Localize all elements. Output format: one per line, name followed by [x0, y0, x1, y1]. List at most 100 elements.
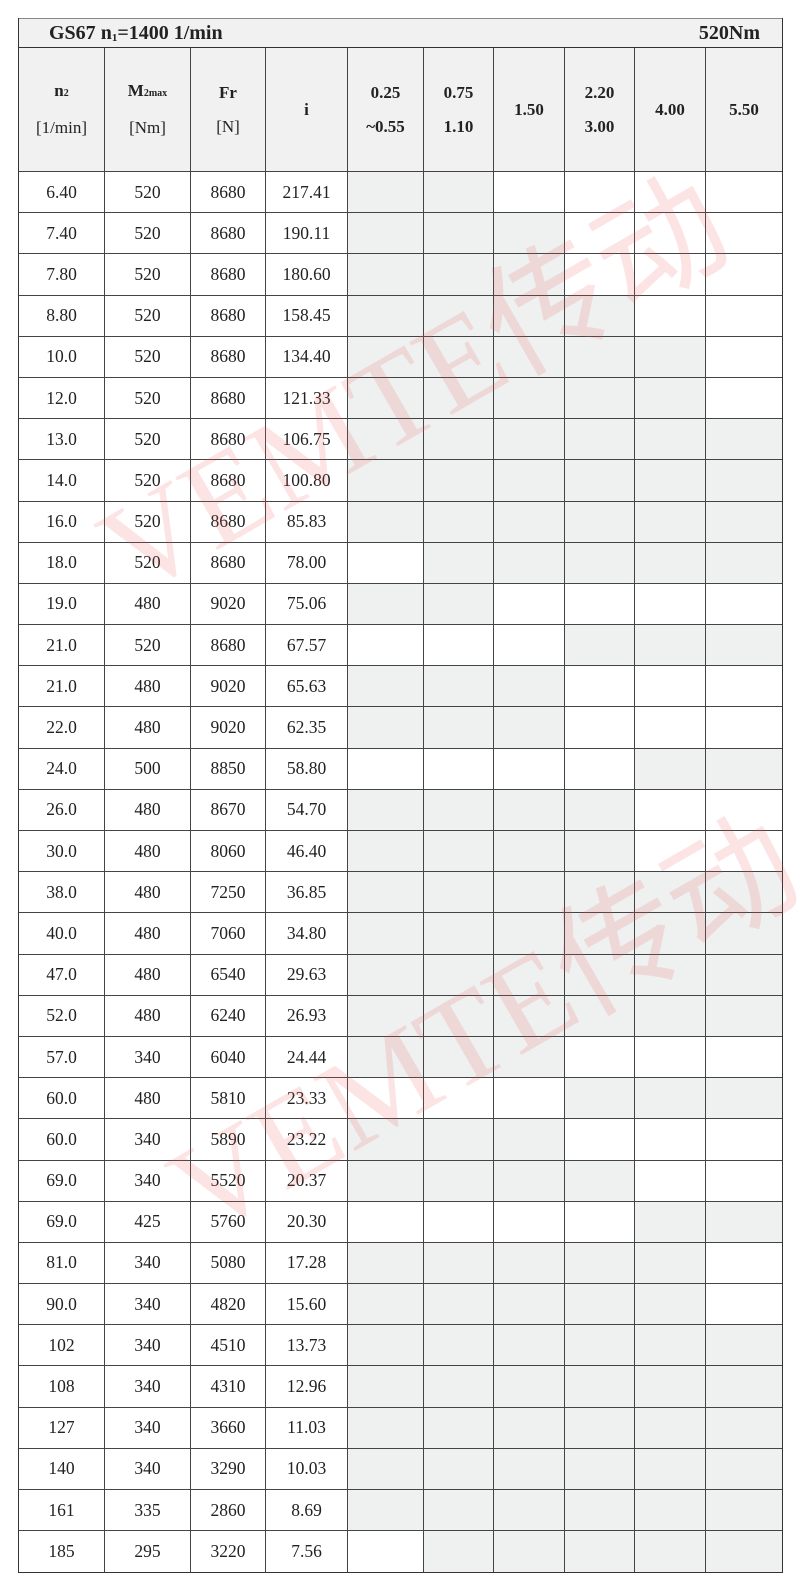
power-cell-available — [635, 748, 706, 789]
power-cell-available — [706, 913, 782, 954]
power-cell-available — [348, 1160, 424, 1201]
power-cell-available — [494, 1407, 565, 1448]
cell-fr: 3220 — [191, 1531, 266, 1573]
table-row: 14.0 520 8680 100.80 — [19, 460, 782, 502]
table-row: 8.80 520 8680 158.45 — [19, 295, 782, 337]
power-cell-available — [635, 872, 706, 913]
power-cell-empty — [348, 1201, 424, 1242]
cell-fr: 8670 — [191, 789, 266, 830]
power-cell-available — [424, 666, 494, 707]
power-cell-available — [424, 1284, 494, 1325]
power-cell-empty — [706, 295, 782, 336]
power-cell-available — [424, 872, 494, 913]
cell-m2: 480 — [105, 1078, 191, 1119]
cell-i: 20.30 — [266, 1201, 348, 1242]
cell-fr: 5890 — [191, 1119, 266, 1160]
power-cell-empty — [706, 1284, 782, 1325]
power-cell-available — [635, 377, 706, 419]
cell-m2: 480 — [105, 583, 191, 625]
cell-m2: 480 — [105, 913, 191, 954]
power-cell-available — [635, 1078, 706, 1119]
table-row: 10.0 520 8680 134.40 — [19, 336, 782, 378]
cell-fr: 8680 — [191, 336, 266, 377]
cell-n2: 14.0 — [19, 460, 105, 501]
power-cell-available — [424, 1407, 494, 1448]
table-row: 21.0 520 8680 67.57 — [19, 625, 782, 667]
power-cell-available — [348, 254, 424, 295]
power-cell-available — [494, 542, 565, 583]
power-cell-available — [424, 1160, 494, 1201]
cell-n2: 38.0 — [19, 872, 105, 913]
power-cell-available — [565, 1325, 635, 1366]
cell-n2: 60.0 — [19, 1119, 105, 1160]
power-cell-available — [424, 831, 494, 872]
n1-label: n — [100, 21, 112, 44]
power-cell-available — [494, 1242, 565, 1284]
power-cell-empty — [494, 1201, 565, 1242]
power-cell-available — [494, 872, 565, 913]
table-row: 90.0 340 4820 15.60 — [19, 1284, 782, 1326]
power-cell-available — [635, 1284, 706, 1325]
power-cell-available — [565, 1490, 635, 1531]
power-cell-available — [635, 1242, 706, 1284]
header-m2max: M2max [Nm] — [105, 48, 191, 171]
power-cell-available — [424, 542, 494, 583]
power-cell-available — [424, 1036, 494, 1078]
power-cell-empty — [635, 831, 706, 872]
power-cell-available — [424, 954, 494, 995]
rated-torque: 520Nm — [698, 21, 760, 44]
power-cell-available — [424, 254, 494, 295]
power-cell-available — [424, 1325, 494, 1366]
table-row: 7.80 520 8680 180.60 — [19, 254, 782, 296]
cell-n2: 26.0 — [19, 789, 105, 830]
cell-n2: 69.0 — [19, 1201, 105, 1242]
cell-fr: 6040 — [191, 1036, 266, 1078]
power-cell-empty — [565, 1036, 635, 1078]
power-cell-available — [348, 995, 424, 1036]
table-title: GS67 n1=1400 1/min — [49, 22, 223, 45]
power-cell-available — [424, 1242, 494, 1284]
power-cell-available — [706, 625, 782, 666]
power-cell-available — [565, 295, 635, 336]
cell-m2: 520 — [105, 172, 191, 213]
cell-i: 217.41 — [266, 172, 348, 213]
table-row: 69.0 340 5520 20.37 — [19, 1160, 782, 1202]
power-cell-available — [494, 954, 565, 995]
table-row: 13.0 520 8680 106.75 — [19, 419, 782, 461]
power-cell-available — [494, 913, 565, 954]
table-row: 161 335 2860 8.69 — [19, 1490, 782, 1532]
cell-m2: 520 — [105, 295, 191, 336]
cell-m2: 480 — [105, 995, 191, 1036]
power-cell-available — [348, 1490, 424, 1531]
table-row: 21.0 480 9020 65.63 — [19, 666, 782, 708]
power-cell-empty — [706, 707, 782, 748]
power-cell-available — [565, 1160, 635, 1201]
cell-fr: 8680 — [191, 501, 266, 542]
cell-n2: 47.0 — [19, 954, 105, 995]
table-row: 185 295 3220 7.56 — [19, 1531, 782, 1573]
table-row: 60.0 480 5810 23.33 — [19, 1078, 782, 1120]
cell-n2: 30.0 — [19, 831, 105, 872]
cell-m2: 520 — [105, 377, 191, 419]
cell-i: 23.22 — [266, 1119, 348, 1160]
table-body: 6.40 520 8680 217.41 7.40 520 8680 190.11 7.80 52… — [19, 172, 782, 1573]
power-cell-empty — [348, 1531, 424, 1573]
cell-n2: 21.0 — [19, 666, 105, 707]
power-cell-available — [706, 419, 782, 460]
power-cell-available — [424, 1366, 494, 1407]
table-row: 6.40 520 8680 217.41 — [19, 172, 782, 214]
cell-i: 17.28 — [266, 1242, 348, 1284]
cell-n2: 40.0 — [19, 913, 105, 954]
power-cell-empty — [706, 336, 782, 377]
cell-i: 180.60 — [266, 254, 348, 295]
power-cell-available — [348, 1448, 424, 1489]
cell-fr: 3660 — [191, 1407, 266, 1448]
cell-n2: 16.0 — [19, 501, 105, 542]
header-power-4: 4.00 — [635, 48, 706, 171]
power-cell-available — [706, 954, 782, 995]
power-cell-empty — [635, 1036, 706, 1078]
power-cell-available — [635, 419, 706, 460]
power-cell-available — [348, 789, 424, 830]
power-cell-available — [424, 1490, 494, 1531]
power-cell-available — [494, 831, 565, 872]
